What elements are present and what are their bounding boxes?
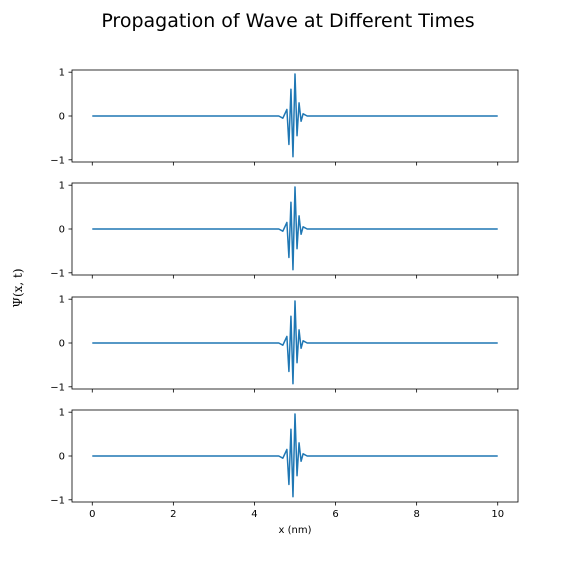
y-tick-label: −1 xyxy=(50,495,65,506)
x-tick-label: 0 xyxy=(89,509,95,520)
y-tick-label: 0 xyxy=(59,225,65,236)
y-tick-label: 0 xyxy=(59,452,65,463)
wave-line xyxy=(92,413,498,498)
chart-title: Propagation of Wave at Different Times xyxy=(101,10,474,32)
x-axis-label: x (nm) xyxy=(279,525,312,536)
panel-2: 1 0 −1 xyxy=(50,181,519,279)
wave-line xyxy=(92,300,498,385)
panel-3: 1 0 −1 xyxy=(50,295,519,393)
x-tick-label: 10 xyxy=(491,509,504,520)
y-tick-label: 1 xyxy=(59,181,65,192)
y-tick-label: 0 xyxy=(59,339,65,350)
y-tick-label: 1 xyxy=(59,68,65,79)
x-tick-label: 4 xyxy=(251,509,257,520)
y-axis-label: Ψ(x, t) xyxy=(11,268,25,307)
y-tick-label: −1 xyxy=(50,155,65,166)
x-tick-label: 2 xyxy=(170,509,176,520)
y-tick-label: 0 xyxy=(59,112,65,123)
y-tick-label: −1 xyxy=(50,268,65,279)
panel-1: 1 0 −1 xyxy=(50,68,519,166)
panel-4: 10−10 2 4 6 8 10 xyxy=(50,408,519,520)
y-tick-label: −1 xyxy=(50,382,65,393)
x-tick-label: 8 xyxy=(413,509,419,520)
y-tick-label: 1 xyxy=(59,295,65,306)
wave-line xyxy=(92,186,498,271)
wave-line xyxy=(92,73,498,158)
y-tick-label: 1 xyxy=(59,408,65,419)
x-tick-label: 6 xyxy=(332,509,338,520)
panels-group: 10−110−110−110−10 2 4 6 8 10 xyxy=(50,68,519,520)
